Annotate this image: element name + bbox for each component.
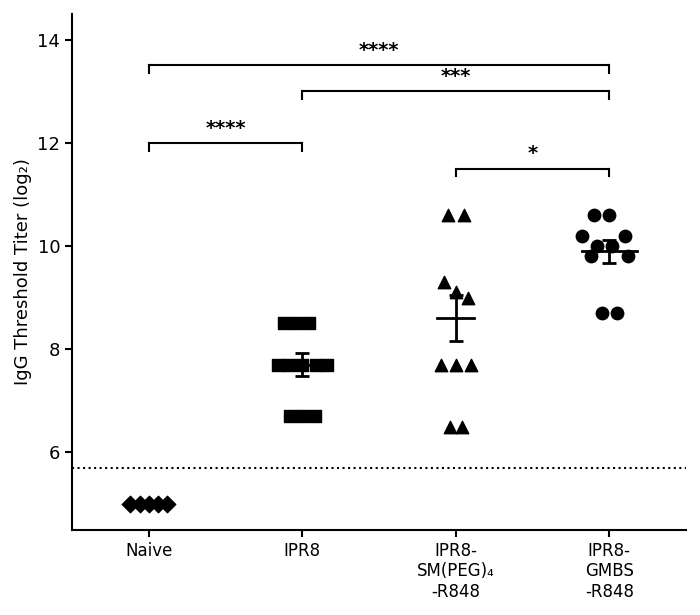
Point — [596, 308, 608, 318]
Text: ****: **** — [205, 119, 246, 138]
Point — [134, 499, 146, 509]
Point — [466, 360, 477, 370]
Point — [125, 499, 136, 509]
Point — [435, 360, 446, 370]
Point — [297, 360, 308, 370]
Point — [279, 319, 290, 328]
Text: ****: **** — [359, 41, 400, 60]
Point — [458, 210, 469, 220]
Point — [592, 241, 603, 251]
Point — [463, 293, 474, 303]
Point — [585, 252, 596, 261]
Point — [438, 277, 449, 287]
Point — [153, 499, 164, 509]
Point — [589, 210, 600, 220]
Point — [272, 360, 284, 370]
Point — [162, 499, 173, 509]
Point — [456, 422, 468, 432]
Point — [284, 411, 295, 421]
Point — [144, 499, 155, 509]
Point — [442, 210, 454, 220]
Point — [444, 422, 455, 432]
Y-axis label: IgG Threshold Titer (log₂): IgG Threshold Titer (log₂) — [14, 158, 32, 385]
Point — [611, 308, 622, 318]
Text: ***: *** — [441, 67, 471, 86]
Point — [576, 231, 587, 240]
Point — [303, 319, 314, 328]
Text: *: * — [528, 145, 538, 164]
Point — [290, 319, 302, 328]
Point — [450, 360, 461, 370]
Point — [311, 360, 322, 370]
Point — [283, 360, 294, 370]
Point — [607, 241, 618, 251]
Point — [619, 231, 630, 240]
Point — [604, 210, 615, 220]
Point — [297, 411, 308, 421]
Point — [450, 287, 461, 297]
Point — [321, 360, 332, 370]
Point — [309, 411, 320, 421]
Point — [622, 252, 634, 261]
